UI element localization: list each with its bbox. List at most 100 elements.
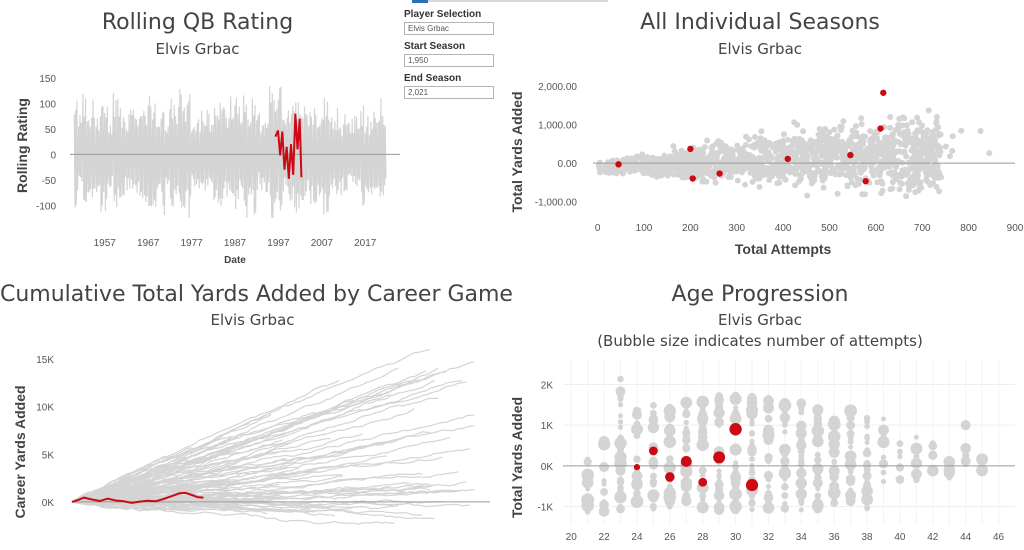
season-point: [910, 140, 917, 147]
age-point: [749, 438, 755, 444]
age-point: [749, 462, 755, 468]
career-background-line: [71, 439, 284, 503]
age-point: [814, 451, 821, 458]
age-point: [848, 487, 854, 493]
age-point: [585, 460, 591, 466]
season-point: [756, 168, 763, 175]
seasons-x-tick-label: 400: [775, 223, 792, 234]
season-highlight-point: [877, 125, 884, 132]
age-point: [765, 483, 772, 490]
age-point: [831, 496, 837, 503]
age-point: [699, 403, 706, 410]
season-point: [793, 152, 800, 159]
season-point: [893, 176, 900, 183]
age-point: [827, 486, 841, 500]
age-x-tick-label: 44: [960, 532, 972, 543]
season-point: [637, 166, 644, 173]
age-point: [682, 400, 691, 409]
rolling-y-tick-label: -100: [36, 201, 56, 212]
age-point: [831, 432, 837, 439]
age-x-tick-label: 38: [862, 532, 874, 543]
age-point: [699, 492, 707, 500]
rolling-y-tick-label: 150: [39, 74, 56, 85]
cumulative-chart-subtitle: Elvis Grbac: [210, 311, 295, 329]
rolling-x-tick-label: 1967: [137, 238, 160, 249]
age-point: [880, 478, 887, 485]
season-point: [923, 172, 930, 179]
age-point: [632, 409, 642, 420]
season-point: [765, 165, 772, 172]
season-point: [852, 182, 859, 189]
age-point: [716, 479, 722, 485]
season-point: [827, 170, 834, 177]
age-point: [647, 489, 660, 502]
career-background-line: [71, 442, 292, 503]
season-point: [861, 165, 868, 172]
season-point: [816, 125, 823, 132]
rolling-x-tick-label: 1957: [94, 238, 117, 249]
age-point: [828, 465, 840, 477]
season-point: [859, 133, 866, 140]
season-point: [817, 147, 823, 154]
age-point: [617, 401, 624, 408]
season-point: [718, 140, 725, 146]
player-selection-input[interactable]: Elvis Grbac: [404, 22, 494, 35]
age-point: [960, 420, 971, 431]
age-point: [696, 438, 709, 452]
cumulative-y-tick-label: 10K: [36, 403, 54, 414]
age-point: [585, 486, 591, 492]
season-point: [644, 154, 651, 161]
season-point: [903, 193, 910, 200]
rolling-y-tick-label: 50: [45, 125, 57, 136]
season-point: [859, 154, 866, 161]
age-point: [911, 468, 922, 480]
season-point: [909, 119, 916, 126]
cumulative-y-tick-label: 5K: [42, 450, 55, 461]
season-point: [653, 173, 660, 180]
rolling-rating-chart: 150 100 50 0 -50 -100 1957 1967 1977 1987 1997 2007…: [14, 74, 400, 266]
season-point: [899, 149, 905, 156]
age-point: [601, 444, 607, 451]
season-point: [859, 191, 866, 198]
season-point: [908, 155, 915, 162]
age-x-tick-label: 30: [730, 532, 742, 543]
season-point: [841, 154, 848, 161]
age-point: [680, 480, 692, 492]
cumulative-y-tick-label: 15K: [36, 355, 54, 366]
season-point: [710, 156, 717, 163]
season-point: [926, 164, 933, 171]
season-point: [932, 137, 938, 144]
age-point: [715, 403, 724, 412]
age-point: [649, 420, 658, 429]
age-point: [814, 440, 821, 447]
season-point: [787, 144, 794, 151]
season-point: [931, 168, 938, 175]
season-point: [933, 113, 940, 120]
season-point: [887, 186, 894, 193]
rolling-x-tick-label: 1977: [180, 238, 203, 249]
seasons-y-tick-label: 2,000.00: [538, 82, 577, 93]
season-point: [899, 132, 906, 139]
seasons-x-tick-label: 300: [728, 223, 745, 234]
age-point: [731, 446, 740, 455]
age-point: [847, 468, 854, 475]
age-point: [766, 489, 771, 495]
end-season-input[interactable]: 2,021: [404, 86, 494, 99]
season-highlight-point: [716, 170, 723, 177]
age-point: [881, 416, 886, 422]
age-highlight-point: [633, 464, 641, 471]
season-point: [888, 133, 895, 140]
season-point: [881, 138, 888, 145]
age-point: [649, 472, 657, 480]
age-point: [814, 404, 822, 412]
age-highlight-point: [698, 477, 708, 487]
start-season-input[interactable]: 1,950: [404, 54, 494, 67]
age-point: [713, 502, 725, 513]
top-scroll-thumb[interactable]: [412, 0, 428, 3]
season-point: [784, 136, 791, 143]
age-point: [633, 432, 641, 439]
season-point: [874, 179, 881, 186]
age-point: [682, 409, 691, 419]
age-point: [897, 448, 903, 455]
season-point: [958, 127, 965, 134]
